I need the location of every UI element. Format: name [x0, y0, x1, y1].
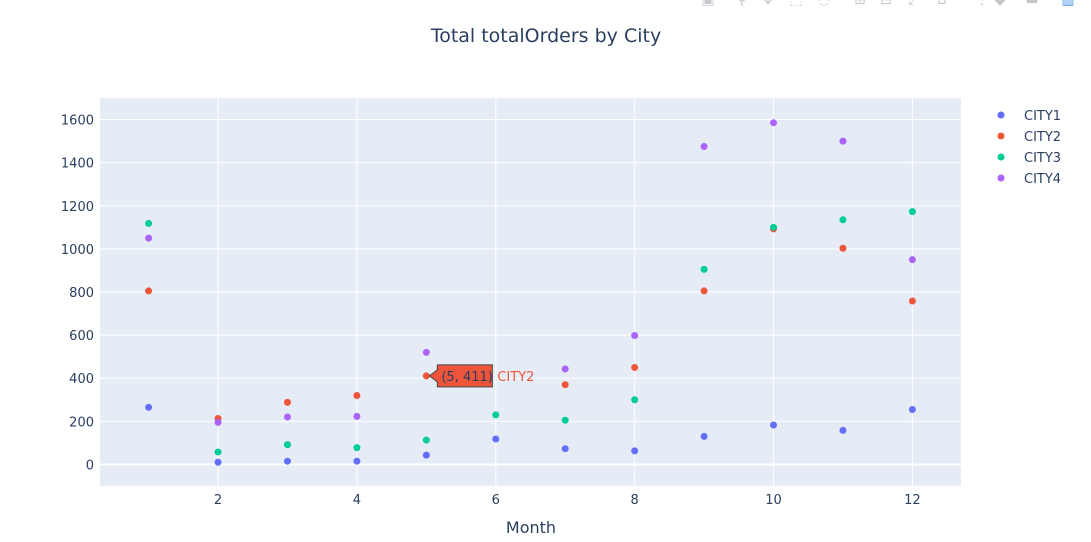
legend-label: CITY2	[1024, 130, 1061, 145]
data-point-city2[interactable]	[422, 372, 430, 380]
data-point-city3[interactable]	[145, 219, 153, 227]
data-point-city1[interactable]	[145, 403, 153, 411]
data-point-city3[interactable]	[839, 216, 847, 224]
data-point-city4[interactable]	[145, 234, 153, 242]
data-point-city4[interactable]	[422, 348, 430, 356]
y-tick-labels: 0 200 400 600 800 1000 1200 1400 1600	[61, 114, 94, 474]
data-point-city4[interactable]	[839, 137, 847, 145]
data-point-city2[interactable]	[561, 381, 569, 389]
data-point-city3[interactable]	[770, 223, 778, 231]
data-point-city2[interactable]	[353, 391, 361, 399]
pan-icon[interactable]: ✥	[762, 0, 774, 8]
legend-item-city2[interactable]: CITY2	[997, 130, 1062, 145]
x-tick-label: 4	[353, 493, 361, 508]
data-point-city1[interactable]	[700, 432, 708, 440]
hover-compare-icon[interactable]: ▬	[1025, 0, 1039, 8]
y-tick-label: 600	[69, 329, 94, 344]
data-point-city3[interactable]	[422, 436, 430, 444]
data-point-city4[interactable]	[283, 413, 291, 421]
data-point-city1[interactable]	[839, 426, 847, 434]
data-point-city2[interactable]	[700, 287, 708, 295]
x-tick-label: 8	[631, 493, 639, 508]
data-point-city4[interactable]	[770, 119, 778, 127]
y-tick-label: 1400	[61, 157, 94, 172]
y-tick-label: 200	[69, 415, 94, 430]
data-point-city3[interactable]	[283, 441, 291, 449]
hover-closest-icon[interactable]: ◆	[994, 0, 1006, 8]
data-point-city3[interactable]	[214, 448, 222, 456]
data-point-city1[interactable]	[353, 457, 361, 465]
zoom-out-icon[interactable]: ⊟	[880, 0, 892, 8]
hover-value-label: (5, 411)	[441, 370, 493, 385]
zoom-in-icon[interactable]: ⊞	[854, 0, 866, 8]
autoscale-icon[interactable]: ⤢	[908, 0, 920, 8]
data-point-city4[interactable]	[700, 143, 708, 150]
x-axis-label: Month	[506, 518, 556, 537]
data-point-city4[interactable]	[353, 412, 361, 420]
plotly-logo-icon[interactable]: ▥	[1061, 0, 1075, 8]
data-point-city3[interactable]	[353, 444, 361, 452]
camera-icon[interactable]: ▣	[701, 0, 715, 8]
hover-series-label: CITY2	[497, 370, 534, 385]
legend: CITY1 CITY2 CITY3 CITY4	[997, 109, 1062, 187]
legend-item-city1[interactable]: CITY1	[997, 109, 1062, 124]
modebar: ▣ ⚲ ✥ ⬚ ◌ ⊞ ⊟ ⤢ ⌂ ⋮ ◆ ▬ ▥	[690, 0, 1091, 10]
data-point-city2[interactable]	[631, 363, 639, 371]
hover-box	[428, 364, 493, 388]
data-point-city1[interactable]	[908, 405, 916, 413]
reset-axes-icon[interactable]: ⌂	[937, 0, 947, 8]
legend-item-city3[interactable]: CITY3	[997, 151, 1062, 166]
x-tick-label: 2	[214, 493, 222, 508]
data-point-city2[interactable]	[283, 398, 291, 406]
spike-lines-icon[interactable]: ⋮	[975, 0, 989, 8]
y-tick-label: 1200	[61, 200, 94, 215]
legend-label: CITY4	[1024, 172, 1061, 187]
box-select-icon[interactable]: ⬚	[789, 0, 803, 8]
data-point-city2[interactable]	[839, 244, 847, 252]
data-point-city4[interactable]	[561, 365, 569, 373]
legend-label: CITY1	[1024, 109, 1061, 124]
data-point-city1[interactable]	[422, 451, 430, 459]
data-point-city1[interactable]	[561, 445, 569, 453]
legend-marker	[997, 174, 1005, 182]
x-tick-label: 12	[904, 493, 921, 508]
data-point-city2[interactable]	[908, 297, 916, 305]
data-point-city1[interactable]	[214, 458, 222, 466]
data-point-city4[interactable]	[908, 256, 916, 264]
data-point-city4[interactable]	[214, 418, 222, 426]
x-tick-label: 6	[492, 493, 500, 508]
y-tick-label: 800	[69, 286, 94, 301]
data-point-city3[interactable]	[908, 208, 916, 216]
x-tick-label: 10	[765, 493, 782, 508]
legend-item-city4[interactable]: CITY4	[997, 172, 1062, 187]
data-point-city3[interactable]	[631, 396, 639, 404]
data-points	[145, 119, 916, 466]
y-tick-label: 0	[86, 458, 94, 473]
y-tick-label: 400	[69, 372, 94, 387]
data-point-city1[interactable]	[631, 447, 639, 455]
data-point-city4[interactable]	[631, 332, 639, 340]
legend-marker	[997, 111, 1005, 119]
hover-tooltip: (5, 411) CITY2	[428, 364, 534, 388]
data-point-city3[interactable]	[561, 416, 569, 424]
legend-marker	[997, 132, 1005, 140]
data-point-city3[interactable]	[700, 265, 708, 273]
legend-label: CITY3	[1024, 151, 1061, 166]
data-point-city3[interactable]	[492, 411, 500, 419]
legend-marker	[997, 153, 1005, 161]
y-tick-label: 1000	[61, 243, 94, 258]
x-tick-labels: 2 4 6 8 10 12	[214, 493, 921, 508]
data-point-city1[interactable]	[283, 457, 291, 465]
y-gridlines	[100, 119, 961, 466]
data-point-city2[interactable]	[145, 287, 153, 295]
y-tick-label: 1600	[61, 114, 94, 129]
data-point-city1[interactable]	[492, 435, 500, 443]
chart-title: Total totalOrders by City	[430, 25, 661, 47]
data-point-city1[interactable]	[770, 421, 778, 429]
zoom-icon[interactable]: ⚲	[736, 0, 748, 8]
lasso-icon[interactable]: ◌	[817, 0, 831, 8]
